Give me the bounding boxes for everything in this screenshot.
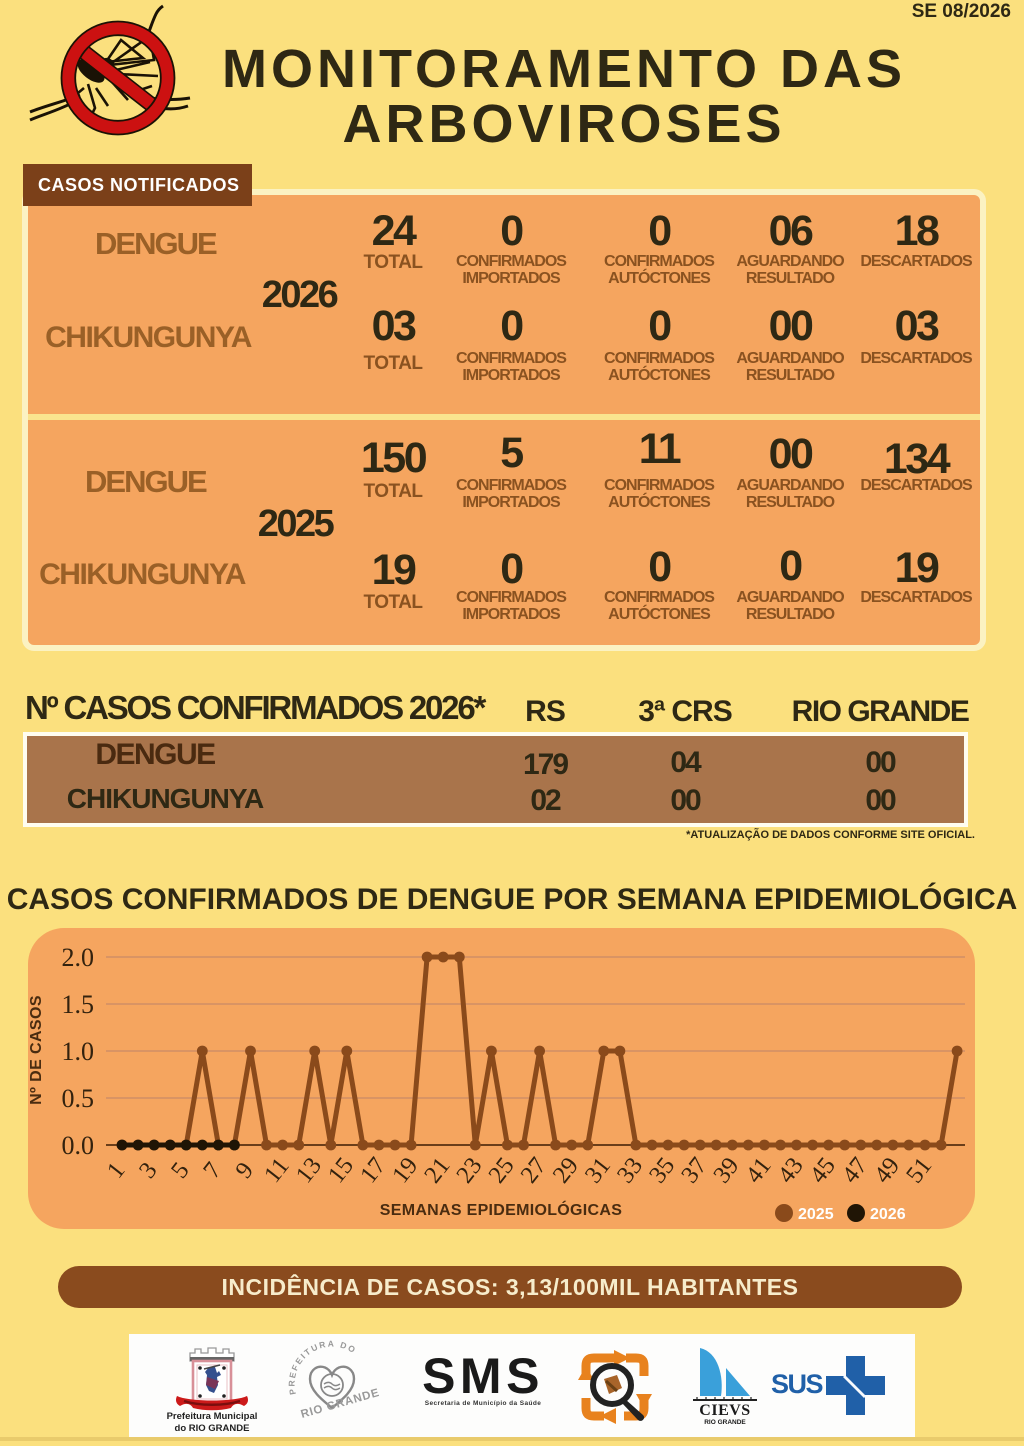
svg-text:2026: 2026 bbox=[870, 1206, 906, 1223]
svg-text:do RIO GRANDE: do RIO GRANDE bbox=[175, 1423, 250, 1434]
svg-text:41: 41 bbox=[740, 1152, 776, 1188]
svg-text:CIEVS: CIEVS bbox=[699, 1402, 750, 1419]
svg-text:SEMANAS EPIDEMIOLÓGICAS: SEMANAS EPIDEMIOLÓGICAS bbox=[380, 1200, 623, 1219]
svg-text:0.5: 0.5 bbox=[62, 1084, 95, 1113]
svg-text:Prefeitura Municipal: Prefeitura Municipal bbox=[167, 1411, 258, 1422]
svg-text:23: 23 bbox=[451, 1152, 487, 1188]
svg-text:9: 9 bbox=[230, 1157, 259, 1183]
svg-text:35: 35 bbox=[644, 1152, 680, 1188]
svg-text:13: 13 bbox=[291, 1152, 327, 1188]
svg-text:21: 21 bbox=[419, 1152, 455, 1188]
svg-text:51: 51 bbox=[901, 1152, 937, 1188]
svg-text:27: 27 bbox=[516, 1152, 552, 1188]
svg-text:25: 25 bbox=[483, 1152, 519, 1188]
svg-text:39: 39 bbox=[708, 1152, 744, 1188]
svg-text:49: 49 bbox=[869, 1152, 905, 1188]
svg-text:37: 37 bbox=[676, 1152, 712, 1188]
svg-text:33: 33 bbox=[612, 1152, 648, 1188]
svg-text:Nº DE CASOS: Nº DE CASOS bbox=[28, 995, 45, 1105]
svg-text:2.0: 2.0 bbox=[62, 943, 95, 972]
svg-text:15: 15 bbox=[323, 1152, 359, 1188]
svg-text:1: 1 bbox=[102, 1157, 131, 1183]
svg-text:RIO GRANDE: RIO GRANDE bbox=[704, 1419, 746, 1426]
svg-text:1.0: 1.0 bbox=[62, 1037, 95, 1066]
svg-text:5: 5 bbox=[166, 1157, 195, 1183]
svg-text:17: 17 bbox=[355, 1152, 391, 1188]
svg-text:19: 19 bbox=[387, 1152, 423, 1188]
svg-text:11: 11 bbox=[259, 1153, 295, 1188]
svg-text:0.0: 0.0 bbox=[62, 1131, 95, 1160]
svg-text:47: 47 bbox=[837, 1152, 873, 1188]
svg-text:1.5: 1.5 bbox=[62, 990, 95, 1019]
svg-text:31: 31 bbox=[580, 1152, 616, 1188]
svg-text:29: 29 bbox=[548, 1152, 584, 1188]
svg-text:43: 43 bbox=[772, 1152, 808, 1188]
svg-text:3: 3 bbox=[134, 1157, 163, 1183]
svg-text:7: 7 bbox=[198, 1157, 227, 1183]
svg-text:2025: 2025 bbox=[798, 1206, 834, 1223]
svg-text:45: 45 bbox=[805, 1152, 841, 1188]
